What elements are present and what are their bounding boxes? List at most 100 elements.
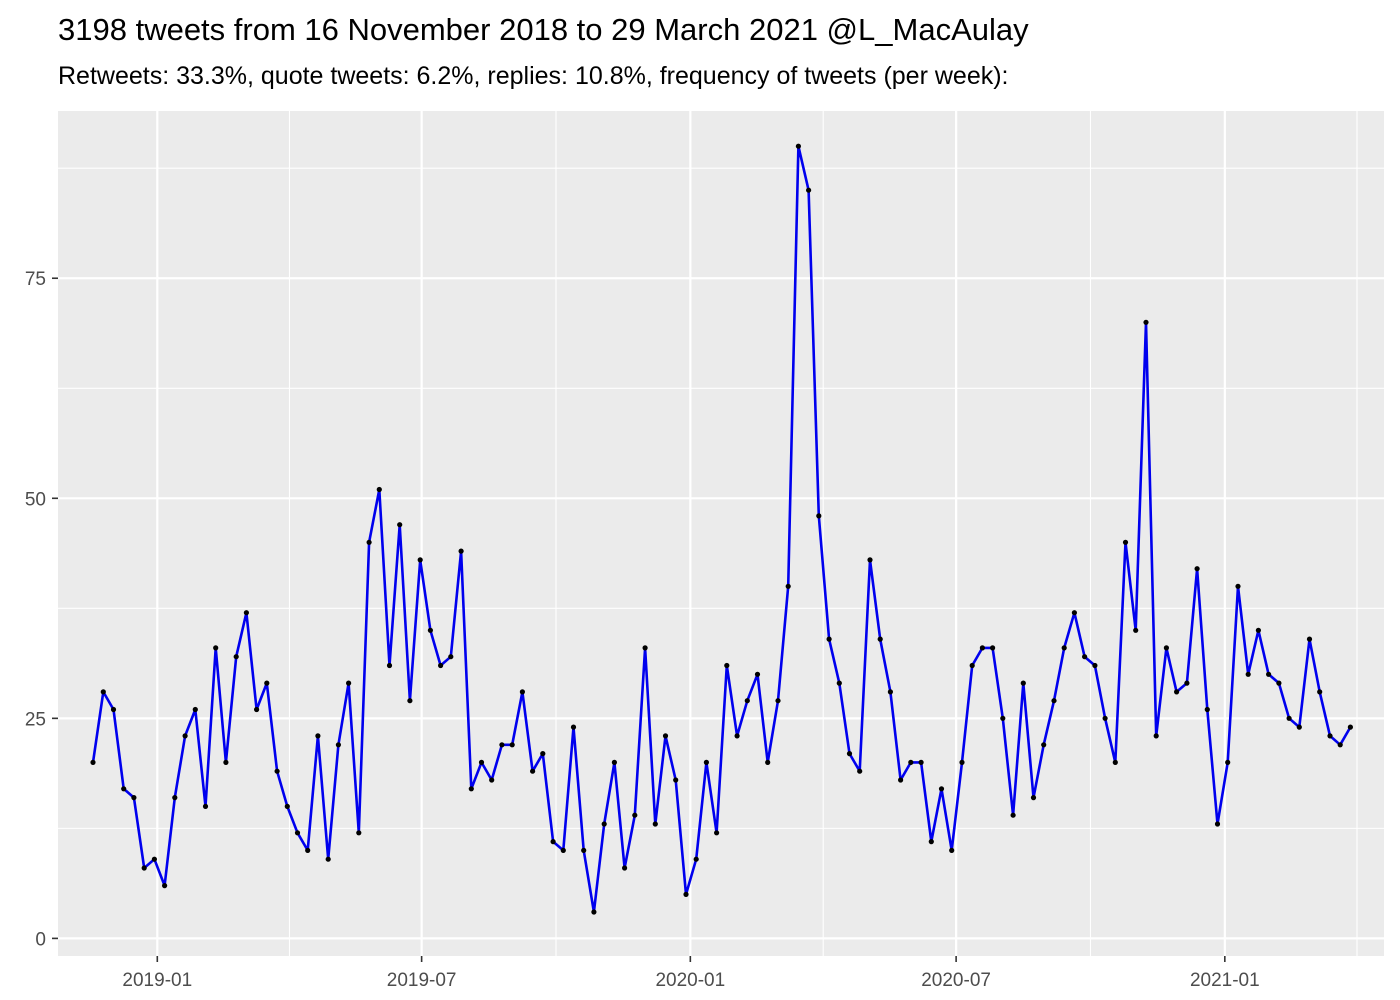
chart-title: 3198 tweets from 16 November 2018 to 29 … (58, 12, 1029, 47)
data-point (795, 143, 802, 149)
data-point (274, 768, 280, 774)
data-point (458, 548, 464, 554)
data-point (570, 724, 577, 730)
data-point (1245, 671, 1251, 677)
x-tick-label: 2020-07 (921, 970, 991, 991)
x-tick-label: 2019-07 (387, 970, 457, 991)
data-point (1112, 759, 1118, 766)
data-point (806, 187, 812, 193)
y-tick-label: 0 (35, 929, 46, 950)
data-point (468, 786, 474, 792)
data-point (1143, 319, 1149, 325)
data-point (1255, 627, 1261, 633)
data-point (591, 909, 597, 915)
data-point (928, 839, 934, 845)
data-point (1082, 654, 1088, 660)
y-tick-label: 75 (25, 269, 46, 290)
data-point (100, 689, 106, 695)
data-point (1163, 645, 1169, 651)
data-point (1020, 680, 1026, 686)
data-point (1041, 742, 1047, 748)
data-point (243, 610, 249, 616)
data-point (131, 795, 137, 801)
data-point (642, 645, 648, 651)
data-point (673, 777, 679, 783)
data-point (622, 865, 628, 871)
x-tick-label: 2020-01 (655, 970, 725, 991)
data-point (202, 803, 209, 810)
data-point (846, 751, 853, 757)
data-point (172, 795, 178, 801)
data-point (632, 812, 638, 818)
data-point (938, 786, 945, 792)
data-point (560, 847, 566, 854)
data-point (1296, 724, 1302, 730)
data-point (1347, 724, 1353, 730)
data-point (294, 830, 301, 836)
data-point (1286, 715, 1292, 721)
data-point (223, 759, 229, 766)
data-point (1153, 733, 1159, 739)
data-point (836, 680, 842, 686)
data-point (448, 654, 454, 660)
data-point (478, 759, 485, 766)
data-point (775, 698, 781, 704)
data-point (1276, 680, 1282, 686)
data-point (1235, 583, 1241, 589)
axis-ticks (52, 277, 1226, 962)
data-point (366, 539, 372, 545)
minor-gridlines (58, 111, 1384, 956)
data-point (1092, 662, 1098, 669)
data-point (386, 662, 393, 669)
data-point (1184, 680, 1190, 686)
data-point (693, 856, 699, 862)
data-point (1010, 812, 1016, 818)
data-point (1225, 759, 1231, 766)
series-line (91, 144, 1352, 914)
data-point (376, 486, 382, 493)
data-point (581, 847, 587, 854)
y-tick-label: 25 (25, 709, 46, 730)
data-point (1194, 566, 1200, 572)
data-point (192, 706, 198, 713)
data-point (1061, 645, 1067, 651)
data-point (785, 583, 791, 589)
data-point (1071, 610, 1077, 616)
data-point (1133, 627, 1139, 633)
data-point (683, 891, 689, 898)
data-point (765, 759, 771, 766)
data-point (816, 513, 822, 519)
data-point (284, 803, 290, 810)
data-point (1122, 539, 1129, 545)
x-tick-label: 2021-01 (1190, 970, 1260, 991)
data-point (233, 654, 239, 660)
data-point (213, 645, 219, 651)
chart-subtitle: Retweets: 33.3%, quote tweets: 6.2%, rep… (58, 62, 1009, 90)
data-point (90, 759, 96, 766)
data-point (754, 671, 761, 677)
data-point (182, 733, 188, 739)
data-point (315, 733, 321, 739)
data-point (887, 689, 894, 695)
data-point (857, 768, 863, 774)
data-point (979, 645, 986, 651)
data-point (162, 883, 168, 889)
data-point (949, 847, 955, 854)
data-point (703, 759, 710, 766)
data-point (714, 830, 720, 836)
data-point (1337, 742, 1343, 748)
data-point (734, 733, 740, 739)
data-point (397, 522, 403, 528)
data-point (959, 759, 965, 766)
data-point (1030, 795, 1037, 801)
data-point (540, 751, 546, 757)
data-point (1051, 698, 1057, 704)
data-point (662, 733, 669, 739)
data-point (346, 680, 352, 686)
data-point (438, 662, 444, 669)
data-point (969, 662, 975, 669)
data-point (867, 557, 873, 563)
data-point (356, 830, 362, 836)
data-point (1306, 636, 1313, 642)
data-point (1214, 821, 1221, 827)
